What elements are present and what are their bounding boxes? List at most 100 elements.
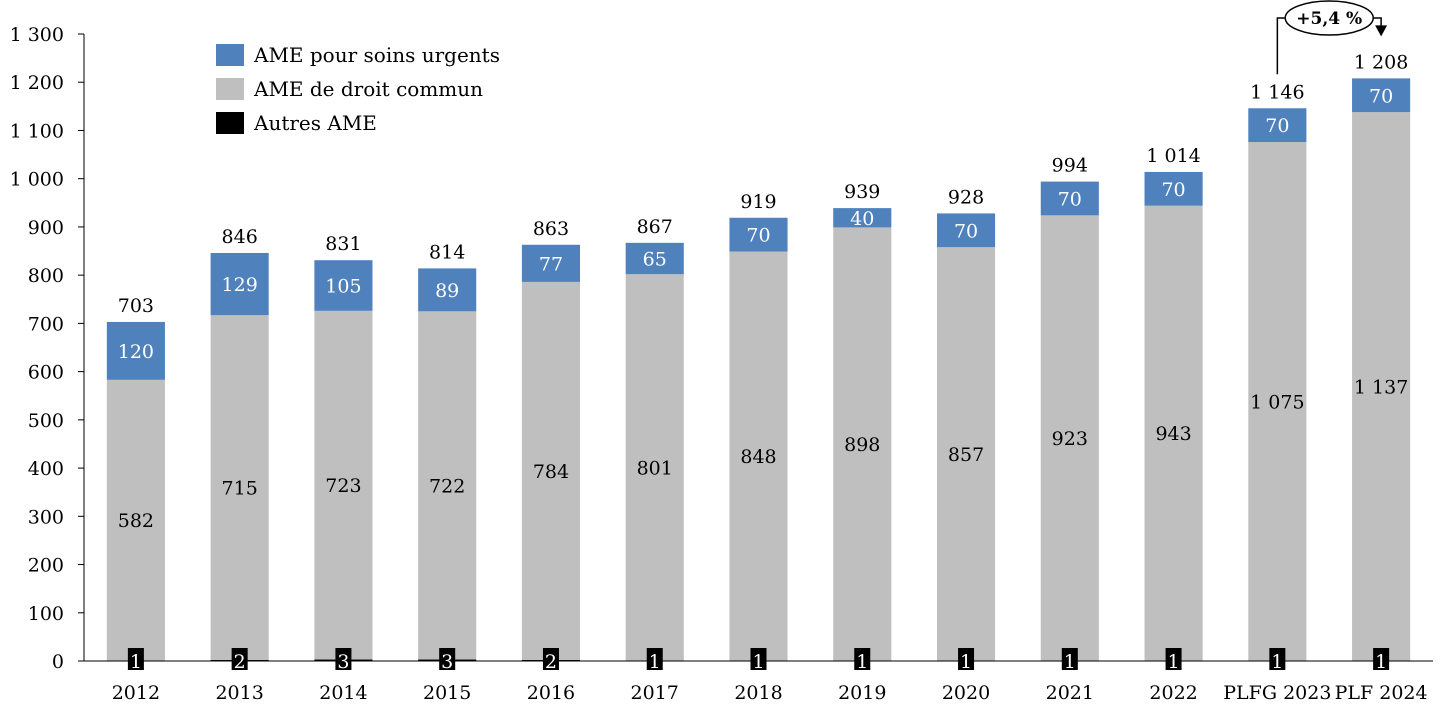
y-tick-label: 1 200	[10, 72, 64, 94]
label-droit-commun: 898	[844, 434, 880, 456]
y-axis-ticks: 0 100 200 300 400 500 600 700 800 900 1 000 1 100 1 …	[10, 24, 84, 673]
x-tick-label: 2021	[1046, 682, 1094, 704]
growth-annotation: +5,4 %	[1276, 0, 1388, 75]
bar-droit-commun	[106, 379, 165, 661]
x-tick-label: 2015	[423, 682, 471, 704]
bar-soins-urgents	[1248, 108, 1307, 143]
label-autres-box	[542, 648, 559, 670]
label-autres: 2	[234, 651, 246, 673]
legend-label-droit-commun: AME de droit commun	[253, 77, 483, 101]
label-droit-commun: 715	[222, 478, 258, 500]
x-tick-label: 2013	[215, 682, 263, 704]
label-autres-box	[646, 648, 663, 670]
legend-label-soins-urgents: AME pour soins urgents	[253, 43, 500, 67]
label-total: 863	[533, 218, 569, 240]
growth-bubble	[1284, 0, 1374, 36]
label-autres: 1	[649, 651, 661, 673]
label-autres-box	[231, 648, 248, 670]
label-soins-urgents: 77	[539, 253, 563, 275]
label-droit-commun: 923	[1052, 428, 1088, 450]
label-soins-urgents: 70	[954, 220, 978, 242]
label-total: 1 146	[1250, 81, 1304, 103]
y-tick-label: 500	[28, 410, 64, 432]
bar-soins-urgents	[106, 321, 165, 380]
bar-droit-commun	[210, 315, 269, 661]
label-total: 1 208	[1354, 51, 1408, 73]
label-autres: 1	[1375, 651, 1387, 673]
label-total: 939	[844, 181, 880, 203]
y-tick-label: 400	[28, 458, 64, 480]
legend-label-autres: Autres AME	[253, 111, 377, 135]
label-autres: 1	[752, 651, 764, 673]
x-tick-label: 2019	[838, 682, 886, 704]
label-droit-commun: 1 137	[1354, 376, 1408, 398]
bar-soins-urgents	[833, 208, 892, 228]
bars: 582 120 1 703 715 129 2 846 723 105 3 831 722 89 3 814 7…	[106, 51, 1411, 673]
label-soins-urgents: 70	[1161, 179, 1185, 201]
label-autres-box	[958, 648, 975, 670]
legend-swatch-droit-commun	[216, 78, 244, 100]
label-droit-commun: 943	[1155, 423, 1191, 445]
label-total: 814	[429, 241, 465, 263]
y-tick-label: 1 300	[10, 24, 64, 46]
label-soins-urgents: 70	[1369, 85, 1393, 107]
label-autres: 3	[337, 651, 349, 673]
bar-soins-urgents	[625, 242, 684, 275]
bar-droit-commun	[314, 310, 373, 660]
y-tick-label: 800	[28, 265, 64, 287]
growth-arrowhead	[1375, 25, 1388, 37]
x-tick-label: 2012	[112, 682, 160, 704]
label-soins-urgents: 129	[222, 274, 258, 296]
legend: AME pour soins urgents AME de droit comm…	[216, 43, 500, 135]
label-soins-urgents: 105	[325, 276, 361, 298]
y-tick-label: 600	[28, 362, 64, 384]
bar-soins-urgents	[729, 217, 788, 252]
bar-droit-commun	[1144, 205, 1203, 661]
label-total: 846	[222, 226, 258, 248]
label-soins-urgents: 40	[850, 208, 874, 230]
y-tick-label: 300	[28, 506, 64, 528]
x-tick-label: 2020	[942, 682, 990, 704]
y-tick-label: 1 000	[10, 169, 64, 191]
label-autres: 1	[1064, 651, 1076, 673]
label-soins-urgents: 89	[435, 280, 459, 302]
bar-droit-commun	[1352, 112, 1411, 661]
label-autres: 3	[441, 651, 453, 673]
label-autres-box	[854, 648, 871, 670]
bar-soins-urgents	[418, 268, 477, 312]
x-tick-label: 2017	[631, 682, 679, 704]
bar-soins-urgents	[314, 260, 373, 311]
label-droit-commun: 1 075	[1250, 391, 1304, 413]
label-soins-urgents: 70	[1058, 188, 1082, 210]
label-soins-urgents: 120	[118, 341, 154, 363]
label-total: 867	[637, 216, 673, 238]
label-total: 928	[948, 186, 984, 208]
x-tick-label: 2016	[527, 682, 575, 704]
label-autres-box	[750, 648, 767, 670]
label-droit-commun: 722	[429, 475, 465, 497]
bar-soins-urgents	[1352, 78, 1411, 113]
label-total: 703	[118, 295, 154, 317]
bar-droit-commun	[521, 281, 581, 661]
label-autres-box	[1269, 648, 1286, 670]
label-soins-urgents: 70	[1265, 115, 1289, 137]
y-tick-label: 0	[52, 651, 64, 673]
label-total: 919	[740, 191, 776, 213]
y-tick-label: 1 100	[10, 120, 64, 142]
label-soins-urgents: 65	[643, 249, 667, 271]
bar-droit-commun	[936, 247, 996, 661]
x-tick-label: 2022	[1149, 682, 1197, 704]
label-droit-commun: 784	[533, 461, 569, 483]
bar-soins-urgents	[1040, 181, 1099, 216]
legend-swatch-soins-urgents	[216, 44, 244, 66]
growth-label: +5,4 %	[1296, 9, 1362, 29]
label-droit-commun: 857	[948, 444, 984, 466]
bar-droit-commun	[625, 274, 684, 661]
label-autres-box	[1061, 648, 1078, 670]
label-droit-commun: 582	[118, 510, 154, 532]
y-tick-label: 900	[28, 217, 64, 239]
label-autres-box	[1165, 648, 1182, 670]
bar-soins-urgents	[210, 252, 269, 316]
bar-droit-commun	[833, 227, 892, 661]
